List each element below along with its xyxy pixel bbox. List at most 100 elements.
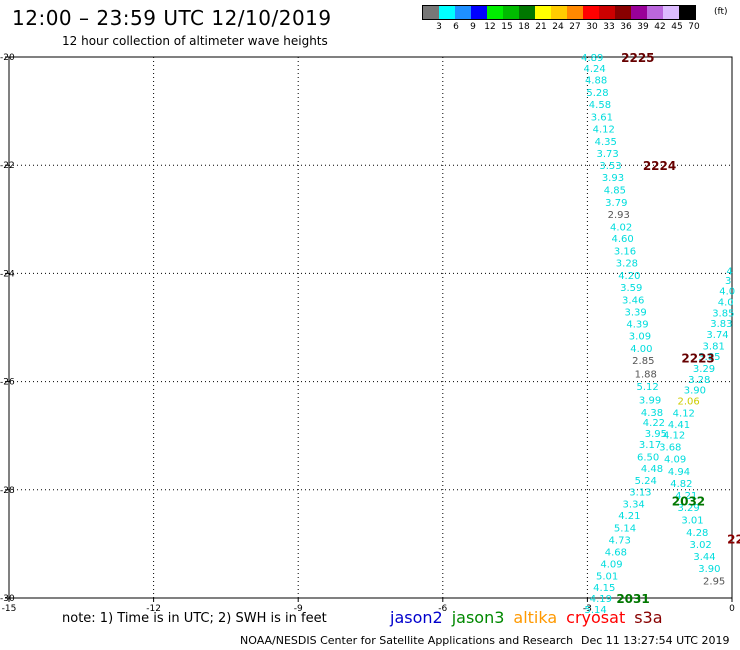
color-scale-tick: 27 — [569, 22, 581, 32]
color-scale-labels: 3 6 9 12 15 18 21 24 27 30 33 36 39 42 45 70 — [422, 20, 700, 34]
x-tick-label: 0 — [729, 604, 735, 614]
wave-height-label: 4.0 — [718, 298, 734, 309]
color-swatch — [583, 6, 599, 19]
y-tick-label: -20 — [0, 53, 15, 63]
wave-height-label: 4.15 — [593, 583, 615, 594]
color-swatch — [423, 6, 439, 19]
chart-subtitle: 12 hour collection of altimeter wave hei… — [62, 34, 328, 48]
wave-height-label: 4.89 — [581, 53, 603, 64]
wave-height-label: 4.24 — [583, 64, 605, 75]
wave-height-label: 4.02 — [610, 222, 632, 233]
color-swatch — [471, 6, 487, 19]
color-scale-tick: 18 — [518, 22, 530, 32]
pass-time-label: 2031 — [616, 592, 649, 606]
wave-height-label: 3.17 — [639, 440, 661, 451]
wave-height-label: 3.02 — [690, 540, 712, 551]
wave-height-label: 4.35 — [595, 137, 617, 148]
wave-height-label: 3.81 — [703, 341, 725, 352]
wave-height-label: 5.12 — [637, 382, 659, 393]
wave-height-label: 2.93 — [608, 210, 630, 221]
color-swatch — [455, 6, 471, 19]
color-swatch — [679, 6, 695, 19]
wave-height-label: 2.95 — [703, 577, 725, 588]
color-swatch — [519, 6, 535, 19]
x-tick-label: -9 — [294, 604, 303, 614]
footer-timestamp: Dec 11 13:27:54 UTC 2019 — [581, 634, 730, 647]
color-swatch — [439, 6, 455, 19]
y-tick-label: -22 — [0, 161, 15, 171]
wave-height-label: 5.01 — [596, 571, 618, 582]
wave-height-label: 3.90 — [698, 564, 720, 575]
color-swatch — [567, 6, 583, 19]
wave-height-label: 4.58 — [589, 100, 611, 111]
wave-height-label: 3.95 — [645, 429, 667, 440]
color-scale-tick: 12 — [484, 22, 496, 32]
pass-time-label: 2032 — [672, 495, 705, 509]
wave-height-label: 3.73 — [597, 149, 619, 160]
legend-item-s3a: s3a — [634, 608, 663, 627]
wave-height-label: 4.12 — [593, 124, 615, 135]
wave-height-label: 3.34 — [623, 499, 645, 510]
color-swatch — [599, 6, 615, 19]
wave-height-label: 4.20 — [618, 271, 640, 282]
wave-height-label: 3.28 — [616, 259, 638, 270]
color-scale-tick: 45 — [671, 22, 683, 32]
wave-height-label: 4 — [726, 267, 732, 278]
wave-height-label: 4.09 — [664, 454, 686, 465]
wave-height-label: 5.14 — [614, 524, 636, 535]
wave-height-label: 4.22 — [643, 418, 665, 429]
wave-height-label: 3.85 — [712, 308, 734, 319]
wave-height-label: 4.21 — [675, 491, 697, 502]
color-scale-tick: 42 — [654, 22, 666, 32]
wave-height-label: 4.09 — [600, 559, 622, 570]
color-swatch — [535, 6, 551, 19]
wave-height-label: 4.38 — [641, 408, 663, 419]
wave-height-label: 4.82 — [670, 479, 692, 490]
color-scale-tick: 24 — [552, 22, 564, 32]
wave-height-label: 4.12 — [663, 431, 685, 442]
wave-height-label: 3.59 — [620, 283, 642, 294]
color-swatch — [631, 6, 647, 19]
wave-height-label: 3.90 — [684, 386, 706, 397]
wave-height-label: 4.88 — [585, 76, 607, 87]
wave-height-label: 4.48 — [641, 464, 663, 475]
wave-height-label: 3.99 — [639, 395, 661, 406]
wave-height-label: 3.29 — [677, 503, 699, 514]
color-swatch — [663, 6, 679, 19]
color-scale-tick: 21 — [535, 22, 547, 32]
wave-height-label: 3.85 — [698, 352, 720, 363]
color-scale-tick: 15 — [501, 22, 513, 32]
wave-height-label: 1.88 — [635, 369, 657, 380]
x-tick-label: -12 — [146, 604, 161, 614]
wave-height-label: 4.00 — [630, 344, 652, 355]
wave-height-label: 3.46 — [622, 295, 644, 306]
wave-height-label: 4.41 — [668, 420, 690, 431]
wave-height-label: 6.50 — [637, 452, 659, 463]
wave-height-label: 3.39 — [624, 307, 646, 318]
legend-item-jason2: jason2 — [390, 608, 443, 627]
wave-height-label: 5.28 — [586, 88, 608, 99]
wave-height-label: 3.83 — [710, 319, 732, 330]
color-scale-tick: 33 — [603, 22, 615, 32]
color-scale-tick: 39 — [637, 22, 649, 32]
wave-height-label: 4.39 — [626, 320, 648, 331]
chart-title: 12:00 – 23:59 UTC 12/10/2019 — [12, 6, 332, 30]
y-tick-label: -24 — [0, 269, 15, 279]
wave-height-label: 3.61 — [591, 113, 613, 124]
plot-frame — [8, 56, 733, 599]
y-tick-label: -28 — [0, 486, 15, 496]
wave-height-label: 3.93 — [602, 173, 624, 184]
wave-height-label: 4.60 — [611, 234, 633, 245]
wave-height-label: 3.79 — [605, 198, 627, 209]
wave-height-label: 4.94 — [668, 467, 690, 478]
wave-height-label: 4.68 — [605, 547, 627, 558]
color-swatch — [615, 6, 631, 19]
wave-height-label: 4.21 — [618, 511, 640, 522]
pass-time-label: 2224 — [643, 159, 676, 173]
pass-time-label: 2223 — [681, 351, 714, 365]
color-swatch — [647, 6, 663, 19]
color-scale-tick: 70 — [688, 22, 700, 32]
color-scale-tick: 6 — [453, 22, 459, 32]
color-scale-tick: 3 — [436, 22, 442, 32]
